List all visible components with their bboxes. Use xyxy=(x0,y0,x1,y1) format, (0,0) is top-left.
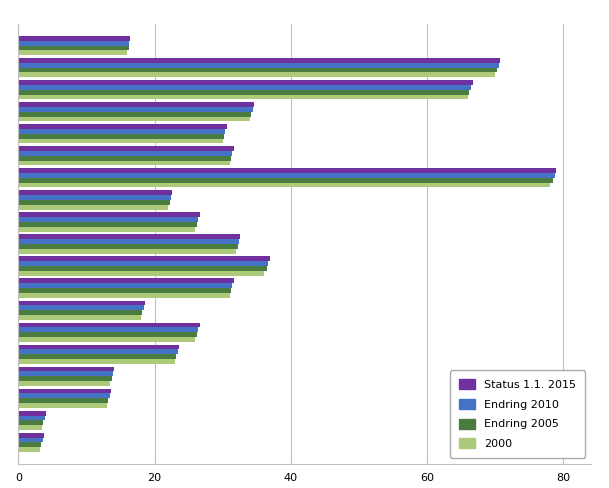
Bar xyxy=(18,146,234,151)
Bar xyxy=(18,337,195,342)
Bar xyxy=(18,151,232,156)
Bar xyxy=(18,244,238,249)
Bar xyxy=(18,107,253,112)
Bar xyxy=(18,425,42,430)
Bar xyxy=(18,212,200,217)
Bar xyxy=(18,68,497,73)
Bar xyxy=(18,366,114,371)
Bar xyxy=(18,190,172,195)
Bar xyxy=(18,227,195,232)
Bar xyxy=(18,102,254,107)
Bar xyxy=(18,234,241,239)
Bar xyxy=(18,345,179,349)
Bar xyxy=(18,332,197,337)
Bar xyxy=(18,293,230,298)
Bar xyxy=(18,447,40,452)
Bar xyxy=(18,178,553,183)
Bar xyxy=(18,433,44,438)
Legend: Status 1.1. 2015, Endring 2010, Endring 2005, 2000: Status 1.1. 2015, Endring 2010, Endring … xyxy=(450,370,585,458)
Bar xyxy=(18,156,231,161)
Bar xyxy=(18,36,130,41)
Bar xyxy=(18,266,267,271)
Bar xyxy=(18,359,175,364)
Bar xyxy=(18,279,234,283)
Bar xyxy=(18,301,145,305)
Bar xyxy=(18,327,198,332)
Bar xyxy=(18,403,107,408)
Bar xyxy=(18,249,236,254)
Bar xyxy=(18,222,197,227)
Bar xyxy=(18,393,110,398)
Bar xyxy=(18,80,473,85)
Bar xyxy=(18,349,178,354)
Bar xyxy=(18,310,143,315)
Bar xyxy=(18,205,168,209)
Bar xyxy=(18,261,269,266)
Bar xyxy=(18,129,225,134)
Bar xyxy=(18,371,113,376)
Bar xyxy=(18,398,108,403)
Bar xyxy=(18,315,141,320)
Bar xyxy=(18,46,128,50)
Bar xyxy=(18,183,550,187)
Bar xyxy=(18,442,41,447)
Bar xyxy=(18,139,223,143)
Bar xyxy=(18,195,171,200)
Bar xyxy=(18,124,227,129)
Bar xyxy=(18,288,231,293)
Bar xyxy=(18,41,129,46)
Bar xyxy=(18,90,470,95)
Bar xyxy=(18,381,110,386)
Bar xyxy=(18,161,230,165)
Bar xyxy=(18,50,127,55)
Bar xyxy=(18,73,495,77)
Bar xyxy=(18,63,499,68)
Bar xyxy=(18,256,270,261)
Bar xyxy=(18,323,200,327)
Bar xyxy=(18,117,250,122)
Bar xyxy=(18,271,264,276)
Bar xyxy=(18,134,224,139)
Bar xyxy=(18,239,239,244)
Bar xyxy=(18,420,43,425)
Bar xyxy=(18,354,177,359)
Bar xyxy=(18,112,252,117)
Bar xyxy=(18,411,46,415)
Bar xyxy=(18,85,471,90)
Bar xyxy=(18,95,468,100)
Bar xyxy=(18,388,111,393)
Bar xyxy=(18,58,500,63)
Bar xyxy=(18,305,144,310)
Bar xyxy=(18,173,555,178)
Bar xyxy=(18,415,45,420)
Bar xyxy=(18,283,232,288)
Bar xyxy=(18,168,556,173)
Bar xyxy=(18,438,43,442)
Bar xyxy=(18,200,169,205)
Bar xyxy=(18,376,111,381)
Bar xyxy=(18,217,198,222)
